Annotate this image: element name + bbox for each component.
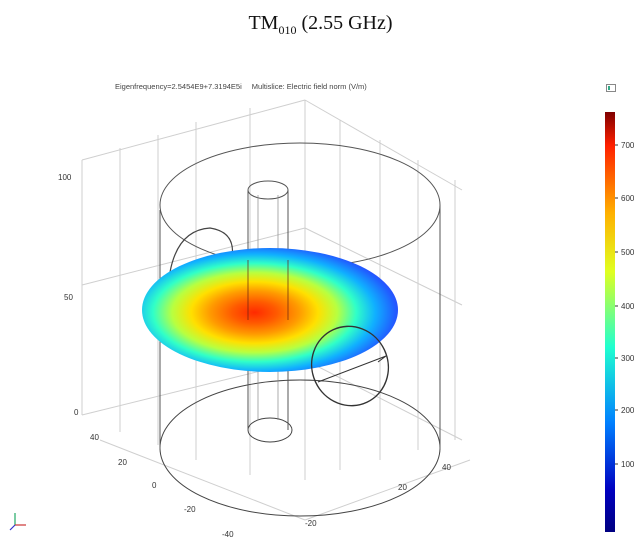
x-tick: 40 xyxy=(90,433,99,442)
y-tick: 20 xyxy=(398,483,407,492)
colorbar-tick-label: 700 xyxy=(621,141,635,150)
colorbar-tick-label: 500 xyxy=(621,248,635,257)
right-coupling-port xyxy=(310,325,390,407)
bottom-rod-base xyxy=(247,417,293,443)
x-tick: -40 xyxy=(222,530,234,539)
colorbar-icon xyxy=(606,84,616,92)
y-tick: -20 xyxy=(305,519,317,528)
eigenfrequency-label: Eigenfrequency=2.5454E9+7.3194E5i xyxy=(115,82,242,91)
x-tick: 20 xyxy=(118,458,127,467)
figure-title: TM010 (2.55 GHz) xyxy=(0,12,641,38)
cavity-top-rim xyxy=(159,142,441,268)
z-tick: 100 xyxy=(58,173,72,182)
field-slice xyxy=(142,248,398,372)
colorbar xyxy=(605,112,615,532)
x-tick: 0 xyxy=(152,481,157,490)
z-tick: 50 xyxy=(64,293,73,302)
x-tick: -20 xyxy=(184,505,196,514)
plot-header: Eigenfrequency=2.5454E9+7.3194E5i Multisl… xyxy=(115,82,367,91)
colorbar-tick-label: 400 xyxy=(621,302,635,311)
multislice-label: Multislice: Electric field norm (V/m) xyxy=(251,82,367,91)
left-coupling-port xyxy=(169,227,234,273)
colorbar-ticks xyxy=(615,144,618,465)
cavity-bottom-rim xyxy=(159,379,441,517)
y-tick: 40 xyxy=(442,463,451,472)
mode-label: TM xyxy=(248,12,279,34)
colorbar-tick-label: 200 xyxy=(621,406,635,415)
axes-triad-icon xyxy=(9,513,26,531)
z-tick: 0 xyxy=(74,408,79,417)
colorbar-tick-label: 100 xyxy=(621,460,635,469)
colorbar-tick-label: 600 xyxy=(621,194,635,203)
frequency-label: (2.55 GHz) xyxy=(296,12,393,34)
colorbar-tick-label: 300 xyxy=(621,354,635,363)
central-rod-top xyxy=(247,180,289,200)
mode-subscript: 010 xyxy=(278,23,297,37)
